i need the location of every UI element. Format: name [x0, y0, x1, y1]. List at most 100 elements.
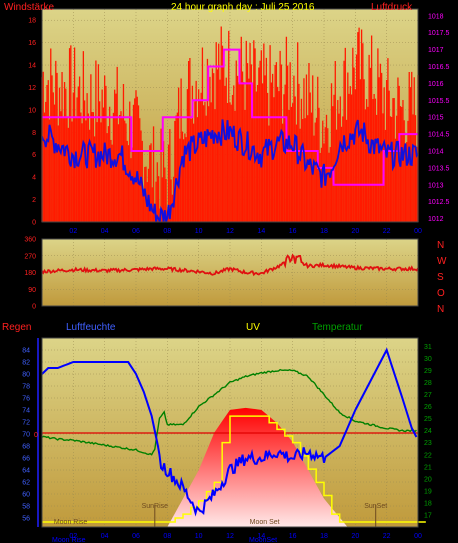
uv-label: UV	[246, 322, 260, 333]
wind-y-tick: 14	[28, 63, 36, 70]
humidity-y-tick: 68	[22, 444, 30, 451]
humidity-y-tick: 62	[22, 480, 30, 487]
humidity-y-tick: 72	[22, 420, 30, 427]
temperature-y-tick: 21	[424, 464, 432, 471]
x-tick-bottom: 10	[195, 533, 203, 540]
pressure-y-tick: 1015	[428, 115, 444, 122]
humidity-y-tick: 82	[22, 360, 30, 367]
temperature-y-tick: 23	[424, 440, 432, 447]
pressure-y-tick: 1014.5	[428, 132, 450, 139]
humidity-y-tick: 66	[22, 456, 30, 463]
humidity-y-tick: 64	[22, 468, 30, 475]
pressure-y-tick: 1012	[428, 216, 444, 223]
humidity-y-tick: 58	[22, 504, 30, 511]
humidity-y-tick: 60	[22, 492, 30, 499]
humidity-y-tick: 78	[22, 384, 30, 391]
compass-letter: W	[437, 256, 447, 267]
pressure-line	[42, 48, 418, 186]
humidity-label: Luftfeuchte	[66, 322, 116, 333]
humidity-y-tick: 56	[22, 516, 30, 523]
sun-event-label: SunSet	[364, 503, 387, 510]
temperature-y-tick: 17	[424, 512, 432, 519]
x-tick-bottom: 04	[101, 533, 109, 540]
x-tick-bottom: 08	[163, 533, 171, 540]
temperature-y-tick: 26	[424, 404, 432, 411]
x-tick-top: 14	[257, 228, 265, 235]
pressure-y-tick: 1015.5	[428, 98, 450, 105]
pressure-y-tick: 1017.5	[428, 30, 450, 37]
x-tick-bottom: 12	[226, 533, 234, 540]
temperature-y-tick: 19	[424, 488, 432, 495]
humidity-y-tick: 74	[22, 408, 30, 415]
x-tick-bottom: 20	[351, 533, 359, 540]
pressure-y-tick: 1013.5	[428, 165, 450, 172]
humidity-line	[41, 347, 418, 517]
wind-y-tick: 18	[28, 18, 36, 25]
moon-set-axis-mark: MoonSet	[249, 537, 277, 543]
x-tick-top: 20	[351, 228, 359, 235]
wind-plot-frame	[41, 8, 419, 223]
temperature-y-tick: 18	[424, 500, 432, 507]
wind-y-tick: 4	[32, 175, 36, 182]
pressure-y-tick: 1012.5	[428, 199, 450, 206]
x-tick-top: 10	[195, 228, 203, 235]
direction-y-tick: 270	[24, 253, 36, 260]
temperature-y-tick: 31	[424, 344, 432, 351]
moon-event-label: Moon Set	[250, 519, 280, 526]
humidity-y-tick: 84	[22, 348, 30, 355]
compass-letter: N	[437, 304, 444, 315]
rain-zero-label: 0	[34, 432, 38, 439]
temperature-y-tick: 30	[424, 356, 432, 363]
x-tick-bottom: 18	[320, 533, 328, 540]
moon-rise-axis-mark: Moon Rise	[52, 537, 86, 543]
pressure-y-tick: 1016	[428, 81, 444, 88]
temperature-y-tick: 27	[424, 392, 432, 399]
wind-y-tick: 10	[28, 107, 36, 114]
pressure-y-tick: 1018	[428, 13, 444, 20]
wind-direction-line	[41, 253, 419, 277]
left-axis-label: Windstärke	[4, 2, 54, 13]
wind-y-tick: 16	[28, 40, 36, 47]
temperature-y-tick: 29	[424, 368, 432, 375]
wind-y-tick: 0	[32, 220, 36, 227]
direction-y-tick: 180	[24, 270, 36, 277]
x-tick-bottom: 00	[414, 533, 422, 540]
x-tick-top: 16	[289, 228, 297, 235]
temperature-y-tick: 22	[424, 452, 432, 459]
wind-y-tick: 12	[28, 85, 36, 92]
pressure-y-tick: 1016.5	[428, 64, 450, 71]
right-axis-label: Luftdruck	[371, 2, 413, 13]
humidity-y-tick: 76	[22, 396, 30, 403]
temperature-y-tick: 20	[424, 476, 432, 483]
pressure-y-tick: 1014	[428, 149, 444, 156]
humidity-y-tick: 70	[22, 432, 30, 439]
temperature-line	[41, 368, 417, 456]
x-tick-top: 06	[132, 228, 140, 235]
direction-plot-frame	[41, 238, 419, 307]
wind-average-line	[41, 119, 419, 223]
direction-y-tick: 0	[32, 304, 36, 311]
x-tick-bottom: 16	[289, 533, 297, 540]
x-tick-top: 04	[101, 228, 109, 235]
wind-y-tick: 6	[32, 152, 36, 159]
x-tick-top: 02	[69, 228, 77, 235]
temperature-y-tick: 25	[424, 416, 432, 423]
pressure-y-tick: 1013	[428, 182, 444, 189]
direction-y-tick: 360	[24, 237, 36, 244]
x-tick-top: 18	[320, 228, 328, 235]
pressure-y-tick: 1017	[428, 47, 444, 54]
x-tick-bottom: 22	[383, 533, 391, 540]
uv-line	[42, 415, 426, 523]
compass-letter: N	[437, 240, 444, 251]
x-tick-bottom: 02	[69, 533, 77, 540]
moon-event-label: Moon Rise	[54, 519, 88, 526]
x-tick-top: 22	[383, 228, 391, 235]
chart-title: 24 hour graph day : Juli 25 2016	[171, 2, 315, 13]
x-tick-top: 08	[163, 228, 171, 235]
compass-letter: S	[437, 272, 444, 283]
x-tick-top: 12	[226, 228, 234, 235]
x-tick-bottom: 06	[132, 533, 140, 540]
compass-letter: O	[437, 288, 445, 299]
